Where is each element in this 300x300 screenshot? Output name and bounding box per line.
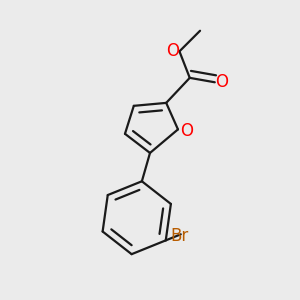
Text: O: O: [180, 122, 193, 140]
Text: Br: Br: [170, 227, 188, 245]
Text: O: O: [167, 42, 179, 60]
Text: O: O: [215, 73, 228, 91]
